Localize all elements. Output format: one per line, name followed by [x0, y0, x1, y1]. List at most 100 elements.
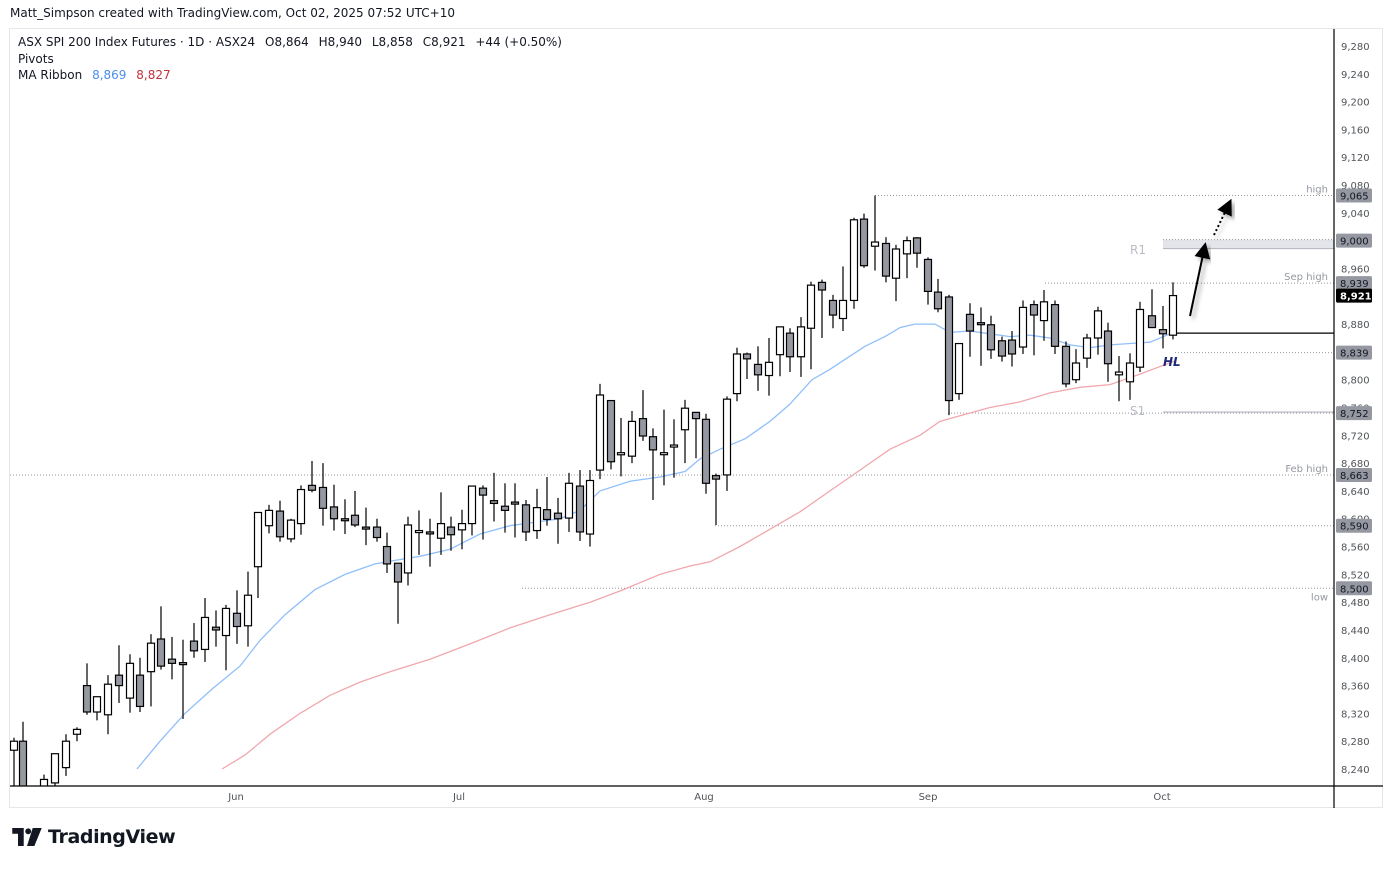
- candle[interactable]: [478, 485, 488, 540]
- candle[interactable]: [275, 500, 285, 542]
- candle[interactable]: [340, 499, 350, 535]
- candle[interactable]: [806, 281, 816, 370]
- candle[interactable]: [167, 636, 177, 680]
- candle[interactable]: [211, 610, 221, 647]
- annotation-r1[interactable]: R1: [1130, 243, 1146, 257]
- candle[interactable]: [146, 634, 156, 707]
- candle[interactable]: [510, 483, 520, 538]
- candle[interactable]: [585, 470, 595, 547]
- candle[interactable]: [986, 315, 996, 359]
- candle[interactable]: [542, 477, 552, 526]
- candle[interactable]: [403, 516, 413, 586]
- plot-area[interactable]: high Sep high Feb high low HL R1 S1: [10, 184, 1334, 796]
- candle[interactable]: [691, 411, 701, 459]
- candle[interactable]: [595, 383, 605, 480]
- candle[interactable]: [753, 346, 763, 391]
- candle[interactable]: [976, 307, 986, 366]
- candle[interactable]: [156, 606, 166, 670]
- legend-indicator-pivots[interactable]: Pivots: [18, 51, 562, 68]
- candle[interactable]: [50, 753, 60, 797]
- candle[interactable]: [881, 237, 891, 283]
- candle[interactable]: [1093, 306, 1103, 355]
- candle[interactable]: [414, 510, 424, 555]
- candle[interactable]: [393, 562, 403, 624]
- candle[interactable]: [178, 639, 188, 719]
- candle[interactable]: [1158, 306, 1168, 349]
- candle[interactable]: [1007, 331, 1017, 367]
- candle[interactable]: [680, 399, 690, 464]
- candle[interactable]: [1061, 341, 1071, 388]
- candle[interactable]: [264, 504, 274, 534]
- candle[interactable]: [82, 663, 92, 715]
- annotation-s1[interactable]: S1: [1130, 404, 1145, 418]
- candle[interactable]: [1071, 349, 1081, 384]
- candle[interactable]: [114, 645, 124, 703]
- candle[interactable]: [954, 342, 964, 400]
- dotted-arrow[interactable]: [1213, 198, 1232, 236]
- candle[interactable]: [318, 463, 328, 526]
- candle[interactable]: [125, 654, 135, 713]
- candle[interactable]: [425, 518, 435, 567]
- candle[interactable]: [1114, 356, 1124, 402]
- candle[interactable]: [701, 413, 711, 494]
- candle[interactable]: [329, 484, 339, 531]
- candle[interactable]: [489, 472, 499, 522]
- candle[interactable]: [1029, 300, 1039, 356]
- legend-symbol[interactable]: ASX SPI 200 Index Futures · 1D · ASX24: [18, 35, 256, 49]
- candle[interactable]: [189, 623, 199, 658]
- candle[interactable]: [817, 279, 827, 338]
- annotation-hl[interactable]: HL: [1163, 355, 1181, 369]
- candle[interactable]: [18, 721, 28, 797]
- candle[interactable]: [500, 483, 510, 533]
- candle[interactable]: [467, 485, 477, 536]
- candle[interactable]: [902, 236, 912, 279]
- candle[interactable]: [372, 518, 382, 542]
- candle[interactable]: [912, 237, 922, 268]
- candle[interactable]: [232, 590, 242, 644]
- candle[interactable]: [200, 597, 210, 662]
- candle[interactable]: [1082, 333, 1092, 368]
- candle[interactable]: [1147, 289, 1157, 329]
- candle[interactable]: [828, 294, 838, 329]
- candle[interactable]: [933, 278, 943, 313]
- solid-arrow[interactable]: [1189, 242, 1211, 317]
- candle[interactable]: [838, 266, 848, 332]
- candle[interactable]: [1050, 300, 1060, 354]
- candle[interactable]: [965, 303, 975, 357]
- candle[interactable]: [1018, 300, 1028, 354]
- candle[interactable]: [849, 217, 859, 309]
- candle[interactable]: [103, 675, 113, 735]
- candle[interactable]: [307, 461, 317, 493]
- price-axis[interactable]: 8,240 8,280 8,320 8,360 8,400 8,440 8,480 8,520…: [1336, 42, 1372, 776]
- candle[interactable]: [286, 518, 296, 543]
- candle[interactable]: [722, 396, 732, 491]
- candle[interactable]: [61, 734, 71, 776]
- candle[interactable]: [72, 727, 82, 742]
- candle[interactable]: [785, 328, 795, 373]
- candle[interactable]: [997, 336, 1007, 362]
- candle[interactable]: [1135, 301, 1145, 373]
- candle[interactable]: [711, 473, 721, 525]
- candle[interactable]: [446, 516, 456, 551]
- candle[interactable]: [627, 410, 637, 464]
- candle[interactable]: [532, 488, 542, 539]
- time-axis[interactable]: Jun Jul Aug Sep Oct: [227, 792, 1171, 803]
- candle[interactable]: [1039, 290, 1049, 341]
- candle[interactable]: [521, 499, 531, 541]
- candle[interactable]: [457, 509, 467, 550]
- candle[interactable]: [575, 470, 585, 541]
- candle[interactable]: [10, 737, 19, 797]
- candle[interactable]: [553, 497, 563, 544]
- candle[interactable]: [616, 417, 626, 477]
- candle[interactable]: [382, 532, 392, 573]
- candle[interactable]: [436, 492, 446, 555]
- candle[interactable]: [775, 326, 785, 377]
- candle[interactable]: [870, 195, 880, 271]
- candle[interactable]: [638, 390, 648, 441]
- tradingview-logo[interactable]: TradingView: [12, 826, 176, 848]
- candle[interactable]: [606, 399, 616, 470]
- candle[interactable]: [669, 419, 679, 478]
- candle[interactable]: [135, 657, 145, 713]
- candle[interactable]: [1168, 282, 1178, 340]
